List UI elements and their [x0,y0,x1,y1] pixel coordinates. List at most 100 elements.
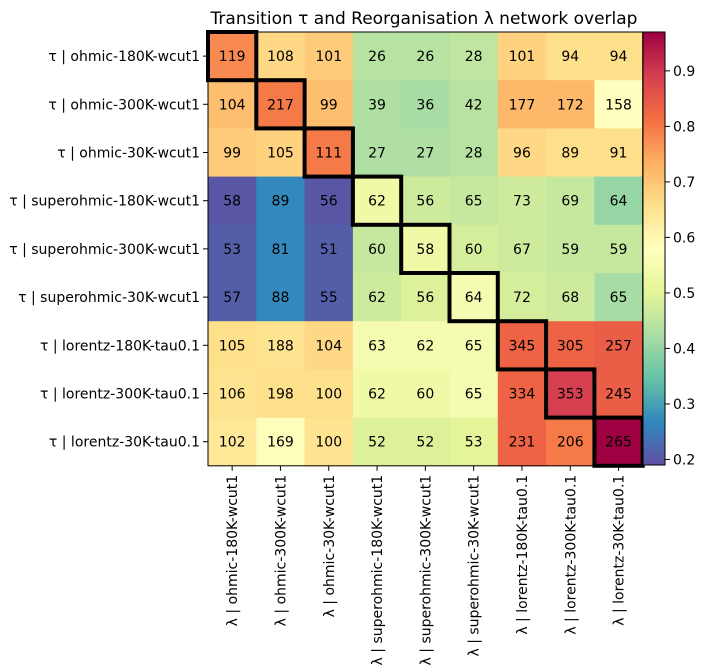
cell-value-label: 62 [416,338,434,354]
cell-value-label: 42 [465,97,483,113]
cell-value-label: 63 [368,338,386,354]
cell-value-label: 62 [368,387,386,403]
heatmap-cell-labels: 119 108 101 26 26 28 101 94 94 104 217 99 39 36 42 177 1… [219,49,632,451]
highlight-box [302,126,355,179]
heatmap-cell [352,128,402,178]
heatmap-cell [352,80,402,129]
cell-value-label: 59 [610,242,628,258]
cell-value-label: 158 [605,97,632,113]
column-tick-labels: λ | ohmic-180K-wcut1 λ | ohmic-300K-wcut1… [225,465,628,666]
heatmap-cell [352,321,402,370]
row-tick-label: τ | ohmic-180K-wcut1 [48,49,200,65]
column-tick-label: λ | ohmic-180K-wcut1 [225,475,241,627]
cell-value-label: 65 [465,194,483,210]
cell-value-label: 68 [561,290,579,306]
row-tick-label: τ | ohmic-30K-wcut1 [57,146,200,162]
heatmap-cell [401,369,451,419]
heatmap-cell [256,128,306,178]
highlight-box [495,319,549,372]
colorbar-tick-label: 0.6 [673,230,695,246]
heatmap-cell [256,80,306,129]
cell-value-label: 198 [267,387,294,403]
cell-value-label: 101 [315,49,342,65]
cell-value-label: 177 [509,97,536,113]
heatmap-cell [256,273,306,322]
colorbar-tick-label: 0.7 [673,175,695,191]
cell-value-label: 100 [315,435,342,451]
cell-value-label: 305 [557,338,584,354]
cell-value-label: 105 [219,338,246,354]
cell-value-label: 67 [513,242,531,258]
row-tick-label: τ | superohmic-180K-wcut1 [9,194,200,210]
colorbar: 0.2 0.3 0.4 0.5 0.6 0.7 0.8 0.9 [642,31,695,468]
column-tick-label: λ | superohmic-300K-wcut1 [418,475,434,666]
heatmap-cell [497,80,547,129]
heatmap-cell [449,80,499,129]
heatmap-cell [449,273,499,322]
cell-value-label: 64 [465,290,483,306]
heatmap-cell [449,176,499,226]
heatmap-cells [207,31,644,467]
heatmap-cell [208,273,257,322]
heatmap-cell [546,224,595,274]
heatmap-cell [594,32,644,81]
column-tick-label: λ | ohmic-30K-wcut1 [322,475,338,618]
cell-value-label: 231 [509,435,536,451]
cell-value-label: 36 [416,97,434,113]
heatmap-cell [497,224,547,274]
column-tick-label: λ | lorentz-30K-tau0.1 [612,475,628,626]
colorbar-tick-label: 0.8 [673,119,695,135]
cell-value-label: 65 [465,387,483,403]
cell-value-label: 217 [267,97,294,113]
heatmap-cell [449,224,499,274]
cell-value-label: 102 [219,435,246,451]
heatmap-cell [208,417,257,467]
heatmap-cell [546,32,595,81]
cell-value-label: 334 [509,387,536,403]
cell-value-label: 26 [368,49,386,65]
heatmap-cell [546,321,595,370]
highlight-box [350,174,404,227]
cell-value-label: 51 [320,242,338,258]
cell-value-label: 104 [315,338,342,354]
cell-value-label: 105 [267,146,294,162]
cell-value-label: 206 [557,435,584,451]
heatmap-cell [401,176,451,226]
column-tick-label: λ | ohmic-300K-wcut1 [273,475,289,627]
heatmap-cell [256,321,306,370]
row-tick-label: τ | lorentz-300K-tau0.1 [40,387,200,403]
heatmap-cell [546,176,595,226]
cell-value-label: 345 [509,338,536,354]
cell-value-label: 62 [368,290,386,306]
heatmap-cell [546,417,595,467]
heatmap-cell [304,80,354,129]
row-tick-labels: τ | ohmic-180K-wcut1 τ | ohmic-300K-wcut1… [9,49,208,451]
cell-value-label: 245 [605,387,632,403]
heatmap-cell [497,369,547,419]
cell-value-label: 96 [513,146,531,162]
cell-value-label: 91 [610,146,628,162]
heatmap-cell [256,32,306,81]
heatmap-cell [401,224,451,274]
highlight-box [254,78,307,131]
row-tick-label: τ | lorentz-180K-tau0.1 [40,338,200,354]
cell-value-label: 265 [605,435,632,451]
cell-value-label: 111 [315,146,342,162]
heatmap-cell [352,369,402,419]
heatmap-cell [304,273,354,322]
heatmap-cell [304,224,354,274]
cell-value-label: 56 [416,194,434,210]
cell-value-label: 53 [223,242,241,258]
row-tick-label: τ | ohmic-300K-wcut1 [48,97,200,113]
cell-value-label: 28 [465,146,483,162]
cell-value-label: 58 [223,194,241,210]
heatmap-cell [352,224,402,274]
heatmap-cell [401,417,451,467]
cell-value-label: 26 [416,49,434,65]
cell-value-label: 58 [416,242,434,258]
cell-value-label: 69 [561,194,579,210]
highlight-box [447,271,500,324]
cell-value-label: 59 [561,242,579,258]
cell-value-label: 27 [416,146,434,162]
